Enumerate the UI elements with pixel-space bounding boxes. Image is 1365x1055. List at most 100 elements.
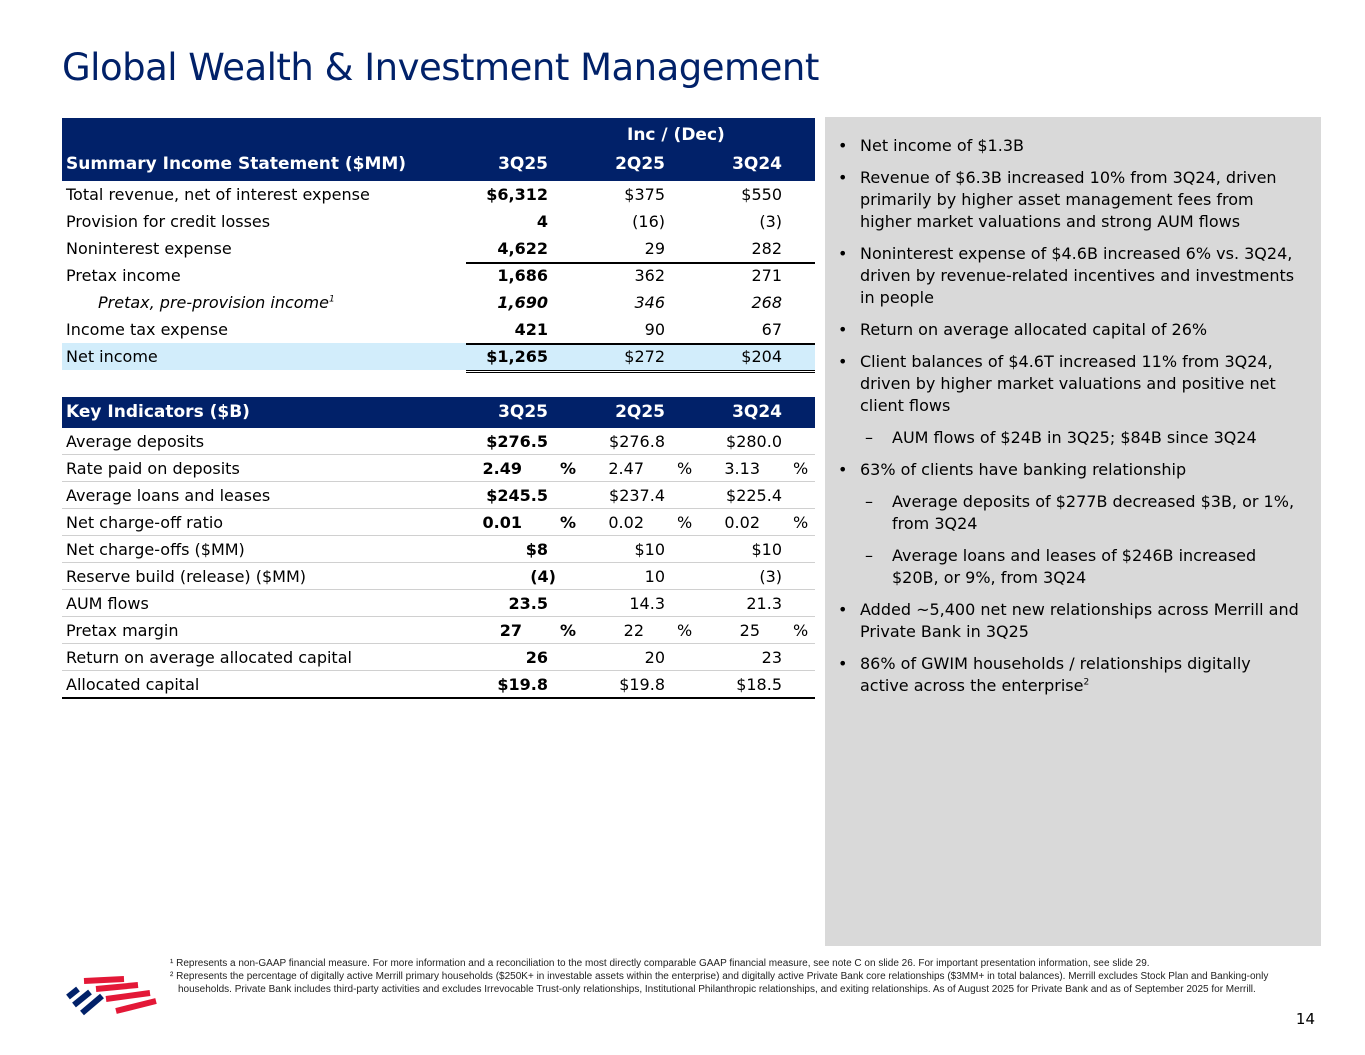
row-label: Net charge-offs ($MM) xyxy=(66,540,245,559)
col-header: 3Q24 xyxy=(732,154,782,174)
table-row: Average deposits $276.5 $276.8 $280.0 xyxy=(62,428,815,455)
bullet-item: • Client balances of $4.6T increased 11% … xyxy=(825,351,1321,417)
rule xyxy=(466,262,815,264)
footnote-ref: 1 xyxy=(328,294,335,305)
footnote: ¹ Represents a non-GAAP financial measur… xyxy=(170,958,1150,969)
row-label-wrap: Income tax expense xyxy=(66,316,228,343)
bullet-marker: • xyxy=(838,244,848,263)
cell-value: $225.4 xyxy=(726,486,782,505)
cell-value: $375 xyxy=(624,185,665,204)
cell-value: 0.02 xyxy=(724,513,760,532)
row-label-wrap: Noninterest expense xyxy=(66,235,232,262)
bullet-text: Average deposits of $277B decreased $3B,… xyxy=(892,492,1295,533)
table-row: Noninterest expense 4,622 29 282 xyxy=(62,235,815,262)
percent-sign: % xyxy=(677,513,693,532)
cell-value: 2.47 xyxy=(608,459,644,478)
row-label: Return on average allocated capital xyxy=(66,648,352,667)
percent-sign: % xyxy=(677,621,693,640)
income-statement-table: Inc / (Dec) Summary Income Statement ($M… xyxy=(62,118,815,373)
col-header: 3Q24 xyxy=(732,402,782,422)
row-label: Average deposits xyxy=(66,432,205,451)
cell-value: 67 xyxy=(761,320,782,339)
group-header: Inc / (Dec) xyxy=(627,125,725,145)
bullet-text: Revenue of $6.3B increased 10% from 3Q24… xyxy=(860,168,1277,231)
row-label: Pretax margin xyxy=(66,621,179,640)
percent-sign: % xyxy=(560,513,577,532)
cell-value: 268 xyxy=(751,293,782,312)
table-row: Reserve build (release) ($MM) (4) 10 (3) xyxy=(62,563,815,590)
double-rule xyxy=(466,370,815,371)
table-row: Net charge-off ratio 0.01% 0.02% 0.02% xyxy=(62,509,815,536)
bullet-marker: • xyxy=(838,352,848,371)
cell-value: (16) xyxy=(632,212,665,231)
row-label: Net charge-off ratio xyxy=(66,513,224,532)
row-label: Total revenue, net of interest expense xyxy=(66,185,370,204)
bullet-marker: • xyxy=(838,654,848,673)
cell-value: $280.0 xyxy=(726,432,782,451)
table-row: Net income $1,265 $272 $204 xyxy=(62,343,815,373)
cell-value: 21.3 xyxy=(746,594,782,613)
bullet-item: • Return on average allocated capital of … xyxy=(825,319,1321,341)
bullet-text: AUM flows of $24B in 3Q25; $84B since 3Q… xyxy=(892,428,1257,447)
rule xyxy=(466,343,815,345)
row-label: Income tax expense xyxy=(66,320,228,339)
table-row: Provision for credit losses 4 (16) (3) xyxy=(62,208,815,235)
row-label: Average loans and leases xyxy=(66,486,271,505)
table-row: Rate paid on deposits 2.49% 2.47% 3.13% xyxy=(62,455,815,482)
col-header: 2Q25 xyxy=(615,154,665,174)
cell-value: 0.01 xyxy=(482,513,522,532)
cell-value: $276.5 xyxy=(486,432,548,451)
cell-value: $204 xyxy=(741,347,782,366)
bullet-item: • 86% of GWIM households / relationships … xyxy=(825,653,1321,697)
header-label: Key Indicators ($B) xyxy=(66,402,250,422)
table-header: Key Indicators ($B) 3Q25 2Q25 3Q24 xyxy=(62,397,815,428)
cell-value: 20 xyxy=(644,648,665,667)
cell-value: 0.02 xyxy=(608,513,644,532)
percent-sign: % xyxy=(560,621,577,640)
cell-value: $276.8 xyxy=(609,432,665,451)
bullet-text: Added ~5,400 net new relationships acros… xyxy=(860,600,1299,641)
cell-value: 10 xyxy=(644,567,665,586)
cell-value: 23 xyxy=(761,648,782,667)
bullet-marker: • xyxy=(838,460,848,479)
income-rows: Total revenue, net of interest expense $6… xyxy=(62,181,815,373)
cell-value: $18.5 xyxy=(736,675,782,694)
cell-value: (3) xyxy=(759,567,782,586)
cell-value: 29 xyxy=(644,239,665,258)
bullet-item: • Net income of $1.3B xyxy=(825,135,1321,157)
bullet-text: Net income of $1.3B xyxy=(860,136,1024,155)
cell-value: 4 xyxy=(536,212,548,231)
bullet-marker: • xyxy=(838,168,848,187)
table-row: Return on average allocated capital 26 20 2… xyxy=(62,644,815,671)
bullet-item: • 63% of clients have banking relationshi… xyxy=(825,459,1321,481)
table-row: Net charge-offs ($MM) $8 $10 $10 xyxy=(62,536,815,563)
bullet-text: Client balances of $4.6T increased 11% f… xyxy=(860,352,1276,415)
row-label-wrap: Pretax, pre-provision income1 xyxy=(98,289,335,316)
bullet-item: – Average deposits of $277B decreased $3B… xyxy=(825,491,1321,535)
bullet-text: Return on average allocated capital of 2… xyxy=(860,320,1208,339)
page-number: 14 xyxy=(1295,1010,1315,1028)
cell-value: 22 xyxy=(623,621,644,640)
row-label: Net income xyxy=(66,347,158,366)
cell-value: 23.5 xyxy=(508,594,548,613)
row-label: AUM flows xyxy=(66,594,149,613)
bullet-text: 63% of clients have banking relationship xyxy=(860,460,1187,479)
table-row: Pretax, pre-provision income1 1,690 346 268 xyxy=(62,289,815,316)
header-row: Summary Income Statement ($MM) 3Q25 2Q25… xyxy=(62,151,815,178)
cell-value: $272 xyxy=(624,347,665,366)
table-row: Pretax margin 27% 22% 25% xyxy=(62,617,815,644)
bullet-item: • Revenue of $6.3B increased 10% from 3Q2… xyxy=(825,167,1321,233)
row-label-wrap: Net income xyxy=(66,343,158,370)
percent-sign: % xyxy=(793,513,809,532)
cell-value: (4) xyxy=(530,567,556,586)
cell-value: 346 xyxy=(634,293,665,312)
cell-value: 421 xyxy=(514,320,548,339)
bullet-text: Noninterest expense of $4.6B increased 6… xyxy=(860,244,1295,307)
cell-value: 27 xyxy=(499,621,522,640)
table-row: Income tax expense 421 90 67 xyxy=(62,316,815,343)
page-title: Global Wealth & Investment Management xyxy=(62,46,819,89)
col-header: 3Q25 xyxy=(498,154,548,174)
cell-value: $10 xyxy=(634,540,665,559)
bullet-marker: • xyxy=(838,136,848,155)
